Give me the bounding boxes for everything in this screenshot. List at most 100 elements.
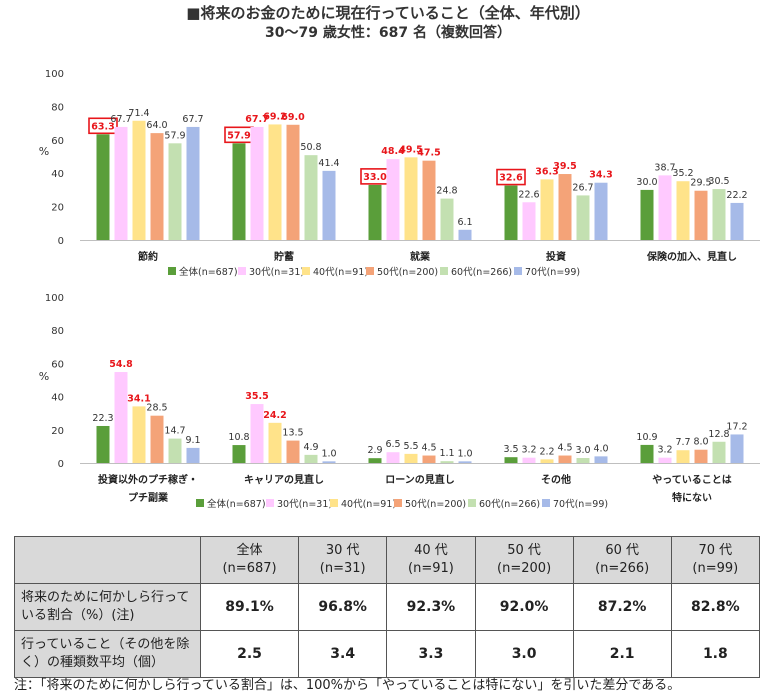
bar bbox=[404, 453, 418, 463]
data-label: 2.9 bbox=[367, 445, 382, 456]
data-label: 34.1 bbox=[127, 393, 150, 404]
y-tick-label: 20 bbox=[51, 203, 64, 214]
legend-swatch bbox=[196, 499, 204, 507]
data-label: 4.5 bbox=[557, 443, 572, 454]
legend-label: 40代(n=91) bbox=[341, 499, 396, 510]
data-label: 6.1 bbox=[457, 217, 472, 228]
data-label: 71.4 bbox=[128, 108, 149, 119]
bar bbox=[368, 184, 382, 240]
bar bbox=[168, 143, 182, 240]
column-n: (n=687) bbox=[222, 561, 277, 576]
category-label: プチ副業 bbox=[128, 491, 169, 504]
data-label: 47.5 bbox=[417, 148, 440, 159]
highlight-box bbox=[496, 168, 526, 186]
legend-swatch bbox=[366, 267, 374, 275]
bar bbox=[232, 143, 246, 240]
data-label: 17.2 bbox=[726, 421, 747, 432]
bar bbox=[504, 185, 518, 240]
table-row: 行っていること（その他を除く）の種類数平均（個） 2.5 3.4 3.3 3.0… bbox=[14, 630, 761, 678]
data-label: 3.2 bbox=[521, 445, 536, 456]
table-cell: 96.8% bbox=[298, 583, 388, 631]
bar bbox=[386, 452, 400, 463]
legend-swatch bbox=[440, 267, 448, 275]
bar bbox=[286, 440, 300, 463]
row-label: 行っていること（その他を除く）の種類数平均（個） bbox=[14, 630, 201, 678]
data-label: 28.5 bbox=[146, 403, 167, 414]
bar bbox=[96, 425, 110, 463]
bar bbox=[422, 455, 436, 463]
data-label: 5.5 bbox=[403, 441, 418, 452]
bar bbox=[422, 160, 436, 240]
bar bbox=[232, 445, 246, 463]
bar bbox=[676, 450, 690, 463]
bar bbox=[594, 456, 608, 463]
bar bbox=[368, 458, 382, 463]
bar bbox=[114, 372, 128, 463]
data-label: 69.2 bbox=[263, 111, 286, 122]
bar bbox=[640, 189, 654, 240]
category-label: キャリアの見直し bbox=[244, 473, 324, 486]
data-label: 54.8 bbox=[109, 359, 133, 370]
bar bbox=[304, 454, 318, 463]
bar bbox=[594, 182, 608, 240]
y-tick-label: 40 bbox=[51, 393, 64, 404]
bar bbox=[268, 422, 282, 463]
data-label: 64.0 bbox=[146, 120, 167, 131]
category-label: ローンの見直し bbox=[385, 473, 455, 486]
bar bbox=[404, 157, 418, 240]
data-label: 4.5 bbox=[421, 443, 436, 454]
data-label: 41.4 bbox=[318, 158, 339, 169]
bar bbox=[558, 455, 572, 463]
data-label: 10.9 bbox=[636, 432, 657, 443]
category-label: 投資 bbox=[546, 250, 566, 263]
data-label: 39.5 bbox=[553, 161, 576, 172]
bar bbox=[186, 447, 200, 463]
legend-label: 全体(n=687) bbox=[179, 266, 238, 278]
bar bbox=[712, 189, 726, 240]
legend-swatch bbox=[394, 499, 402, 507]
column-name: 30 代 bbox=[325, 543, 360, 558]
bar bbox=[286, 124, 300, 240]
category-label: 貯蓄 bbox=[274, 250, 294, 263]
legend-swatch bbox=[238, 267, 246, 275]
table-corner bbox=[14, 536, 201, 584]
data-label: 67.7 bbox=[245, 114, 268, 125]
table-cell: 89.1% bbox=[199, 583, 300, 631]
data-label: 67.7 bbox=[182, 114, 203, 125]
table-cell: 3.0 bbox=[474, 630, 574, 678]
data-label: 3.2 bbox=[657, 445, 672, 456]
category-label: 就業 bbox=[410, 250, 431, 263]
y-tick-label: 60 bbox=[51, 359, 64, 370]
data-label: 69.0 bbox=[281, 112, 305, 123]
bar bbox=[168, 438, 182, 463]
bar bbox=[522, 202, 536, 240]
table-cell: 3.3 bbox=[386, 630, 476, 678]
data-label: 34.3 bbox=[589, 170, 612, 181]
data-label: 1.1 bbox=[439, 448, 454, 459]
data-label: 6.5 bbox=[385, 439, 400, 450]
chart-subtitle: 30〜79 歳女性：687 名（複数回答） bbox=[265, 25, 511, 41]
table-header-cell: 60 代 (n=266) bbox=[572, 536, 672, 584]
data-label: 57.9 bbox=[227, 130, 250, 141]
data-label: 22.6 bbox=[518, 189, 539, 200]
bar bbox=[640, 444, 654, 463]
chart-title: ■将来のお金のために現在行っていること（全体、年代別） bbox=[186, 4, 590, 22]
y-tick-label: 100 bbox=[45, 293, 64, 304]
bar bbox=[150, 133, 164, 240]
bar bbox=[504, 457, 518, 463]
bar bbox=[458, 229, 472, 240]
bar bbox=[694, 190, 708, 240]
bar bbox=[730, 434, 744, 463]
legend-label: 全体(n=687) bbox=[207, 498, 266, 510]
data-label: 3.0 bbox=[575, 445, 590, 456]
data-label: 29.5 bbox=[690, 178, 711, 189]
y-tick-label: 60 bbox=[51, 136, 64, 147]
footnote: 注：「将来のために何かしら行っている割合」は、100%から「やっていることは特に… bbox=[14, 678, 681, 693]
bar bbox=[250, 126, 264, 240]
y-tick-label: 80 bbox=[51, 102, 64, 113]
bar bbox=[322, 170, 336, 240]
data-label: 3.5 bbox=[503, 444, 518, 455]
bar bbox=[730, 202, 744, 240]
bar bbox=[558, 174, 572, 240]
table-header-cell: 70 代 (n=99) bbox=[670, 536, 761, 584]
